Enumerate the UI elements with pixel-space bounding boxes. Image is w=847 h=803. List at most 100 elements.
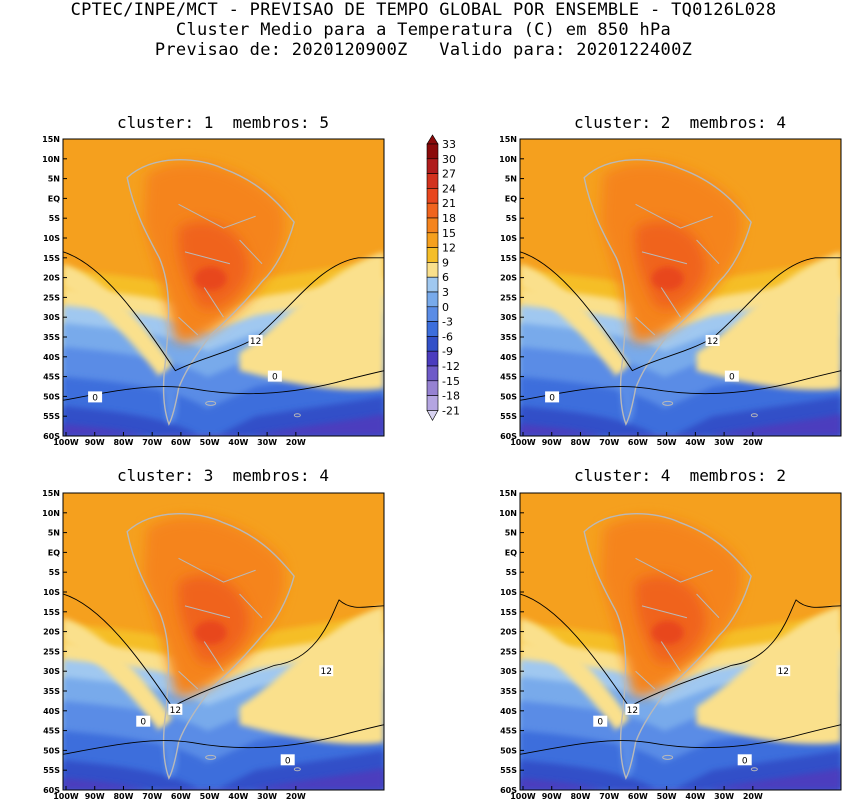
- contour-label: 12: [168, 703, 183, 716]
- contour-label: 0: [724, 370, 739, 383]
- lat-label: 15S: [43, 608, 60, 617]
- svg-text:0: 0: [140, 718, 146, 728]
- lat-label: 15S: [500, 608, 517, 617]
- contour-label: 12: [776, 665, 791, 677]
- contour-label: 12: [705, 334, 720, 347]
- colorbar-label: -21: [442, 404, 460, 417]
- panel-2-title: cluster: 2 membros: 4: [574, 113, 786, 132]
- colorbar-swatch: [426, 306, 439, 322]
- lat-label: 5S: [506, 568, 518, 577]
- lat-label: 35S: [500, 687, 517, 696]
- lon-label: 40W: [685, 792, 705, 801]
- lat-label: 15S: [43, 254, 60, 263]
- lat-label: 15N: [499, 489, 517, 498]
- lat-label: 15N: [42, 489, 60, 498]
- lat-label: 45S: [43, 727, 60, 736]
- lon-label: 30W: [714, 438, 734, 447]
- panel-3-title: cluster: 3 membros: 4: [117, 466, 329, 485]
- lon-label: 60W: [628, 438, 648, 447]
- lon-label: 80W: [570, 438, 590, 447]
- svg-text:0: 0: [285, 756, 291, 766]
- lat-label: 5N: [48, 175, 60, 184]
- lon-label: 20W: [286, 438, 306, 447]
- svg-text:12: 12: [777, 667, 788, 677]
- map-panel-4: 12 12 0 0 15N 10N 5N EQ 5S 10S 15S 20S 25S 30S 35S 40S 4…: [499, 489, 842, 801]
- lat-label: 5S: [49, 214, 61, 223]
- lat-label: 5N: [48, 529, 60, 538]
- lat-label: 50S: [43, 746, 60, 755]
- colorbar-label: 21: [442, 197, 456, 210]
- colorbar-label: 0: [442, 301, 449, 314]
- lat-label: 30S: [43, 667, 60, 676]
- lon-label: 20W: [743, 792, 763, 801]
- colorbar-label: -15: [442, 375, 460, 388]
- lon-label: 90W: [542, 792, 562, 801]
- lon-label: 50W: [200, 438, 220, 447]
- svg-text:0: 0: [272, 373, 278, 383]
- lat-label: 10S: [43, 234, 60, 243]
- lat-label: 45S: [500, 727, 517, 736]
- lat-label: 40S: [500, 353, 517, 362]
- colorbar-label: 18: [442, 212, 456, 225]
- contour-label: 0: [136, 715, 151, 728]
- lat-label: 40S: [500, 707, 517, 716]
- lat-label: 55S: [500, 412, 517, 421]
- lat-label: 35S: [43, 687, 60, 696]
- panel-4-title: cluster: 4 membros: 2: [574, 466, 786, 485]
- lon-label: 80W: [113, 438, 133, 447]
- colorbar-swatch: [426, 202, 439, 219]
- lat-label: 15N: [42, 135, 60, 144]
- lon-label: 30W: [257, 792, 277, 801]
- contour-label: 0: [737, 754, 752, 766]
- lon-label: 50W: [657, 792, 677, 801]
- svg-text:0: 0: [597, 718, 603, 728]
- lat-label: 15S: [500, 254, 517, 263]
- map-panel-3: 12 12 0 0 15N 10N 5N EQ 5S 10S 15S 20S 25S 30S 35S 40S 4…: [42, 489, 385, 801]
- lat-label: 55S: [43, 766, 60, 775]
- lat-label: 35S: [43, 333, 60, 342]
- lat-label: 10N: [499, 155, 517, 164]
- colorbar-swatch: [426, 262, 439, 278]
- lon-label: 40W: [228, 438, 248, 447]
- colorbar-label: -6: [442, 330, 453, 343]
- lon-label: 90W: [542, 438, 562, 447]
- contour-label: 12: [248, 334, 263, 347]
- lon-label: 20W: [286, 792, 306, 801]
- colorbar-label: 12: [442, 242, 456, 255]
- lat-label: 5S: [506, 214, 518, 223]
- lon-label: 50W: [657, 438, 677, 447]
- contour-label: 0: [545, 391, 560, 403]
- colorbar-swatch: [426, 247, 439, 263]
- lat-label: EQ: [505, 548, 517, 557]
- lat-label: 25S: [500, 293, 517, 302]
- lon-label: 100W: [510, 438, 536, 447]
- lat-label: 10N: [42, 155, 60, 164]
- colorbar-swatch: [426, 158, 439, 174]
- lat-label: 30S: [500, 667, 517, 676]
- svg-text:12: 12: [250, 337, 261, 347]
- lon-label: 100W: [53, 792, 79, 801]
- lat-label: 45S: [43, 373, 60, 382]
- contour-label: 12: [625, 703, 640, 716]
- lat-label: 55S: [500, 766, 517, 775]
- svg-text:12: 12: [170, 706, 181, 716]
- lon-label: 60W: [628, 792, 648, 801]
- colorbar-label: -12: [442, 360, 460, 373]
- colorbar-label: 6: [442, 271, 449, 284]
- lat-label: 20S: [43, 628, 60, 637]
- lat-label: 50S: [43, 392, 60, 401]
- lat-label: 20S: [43, 274, 60, 283]
- lon-label: 100W: [53, 438, 79, 447]
- header-line-1: CPTEC/INPE/MCT - PREVISAO DE TEMPO GLOBA…: [70, 0, 777, 20]
- lon-label: 70W: [599, 792, 619, 801]
- lon-label: 30W: [714, 792, 734, 801]
- colorbar-label: -9: [442, 345, 453, 358]
- lat-label: 10N: [42, 509, 60, 518]
- lon-label: 100W: [510, 792, 536, 801]
- svg-text:12: 12: [320, 667, 331, 677]
- lon-label: 80W: [113, 792, 133, 801]
- lon-label: 60W: [171, 792, 191, 801]
- lon-label: 90W: [85, 792, 105, 801]
- lon-label: 80W: [570, 792, 590, 801]
